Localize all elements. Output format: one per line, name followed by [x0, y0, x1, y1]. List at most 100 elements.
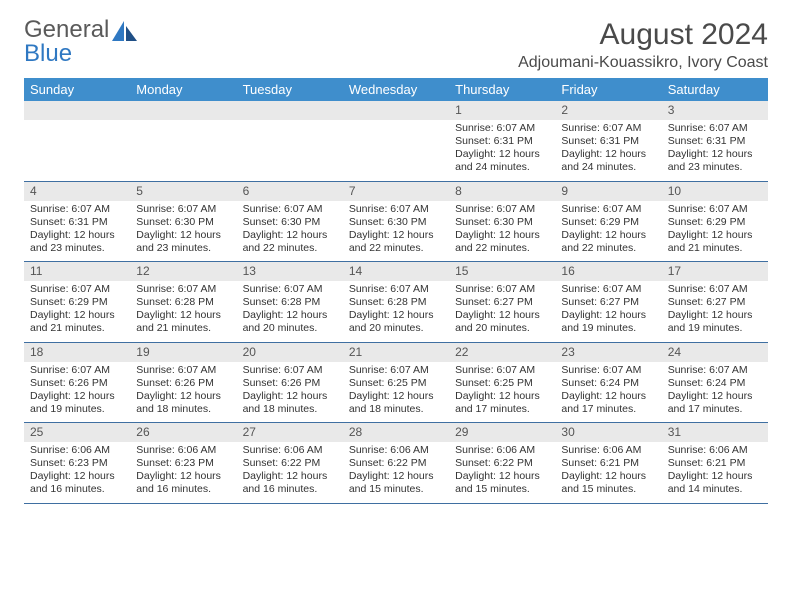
day-detail-line: Sunset: 6:27 PM	[561, 296, 655, 309]
day-detail: Sunrise: 6:07 AMSunset: 6:30 PMDaylight:…	[237, 201, 343, 262]
day-detail: Sunrise: 6:06 AMSunset: 6:22 PMDaylight:…	[343, 442, 449, 503]
logo-sail-icon	[111, 20, 139, 44]
weekday-header: Saturday	[662, 78, 768, 101]
day-detail: Sunrise: 6:07 AMSunset: 6:28 PMDaylight:…	[237, 281, 343, 342]
day-detail: Sunrise: 6:07 AMSunset: 6:29 PMDaylight:…	[662, 201, 768, 262]
day-number-row: 123	[24, 101, 768, 120]
day-detail-line: Sunset: 6:31 PM	[561, 135, 655, 148]
day-detail-line: Daylight: 12 hours and 23 minutes.	[668, 148, 762, 174]
day-detail-line: Sunset: 6:26 PM	[243, 377, 337, 390]
day-number: 27	[237, 423, 343, 443]
day-detail-line: Sunset: 6:21 PM	[561, 457, 655, 470]
day-detail: Sunrise: 6:07 AMSunset: 6:31 PMDaylight:…	[555, 120, 661, 181]
day-detail-line: Sunset: 6:30 PM	[349, 216, 443, 229]
day-number-row: 45678910	[24, 181, 768, 201]
day-number: 22	[449, 342, 555, 362]
day-detail: Sunrise: 6:07 AMSunset: 6:26 PMDaylight:…	[237, 362, 343, 423]
weekday-header: Sunday	[24, 78, 130, 101]
day-detail: Sunrise: 6:07 AMSunset: 6:27 PMDaylight:…	[662, 281, 768, 342]
day-detail-line: Daylight: 12 hours and 22 minutes.	[561, 229, 655, 255]
day-number: 25	[24, 423, 130, 443]
day-detail-line: Daylight: 12 hours and 21 minutes.	[30, 309, 124, 335]
day-detail: Sunrise: 6:07 AMSunset: 6:27 PMDaylight:…	[555, 281, 661, 342]
day-detail-line: Daylight: 12 hours and 24 minutes.	[561, 148, 655, 174]
day-detail-line: Sunrise: 6:07 AM	[243, 203, 337, 216]
day-number-row: 11121314151617	[24, 262, 768, 282]
day-number: 11	[24, 262, 130, 282]
day-detail-line: Daylight: 12 hours and 20 minutes.	[243, 309, 337, 335]
day-detail-line: Sunrise: 6:06 AM	[455, 444, 549, 457]
day-detail-line: Sunset: 6:28 PM	[243, 296, 337, 309]
day-detail-line: Daylight: 12 hours and 18 minutes.	[349, 390, 443, 416]
day-detail-line: Sunrise: 6:07 AM	[243, 283, 337, 296]
day-number: 16	[555, 262, 661, 282]
day-detail-line: Sunrise: 6:07 AM	[136, 203, 230, 216]
day-detail: Sunrise: 6:07 AMSunset: 6:30 PMDaylight:…	[130, 201, 236, 262]
day-detail-line: Sunrise: 6:07 AM	[561, 122, 655, 135]
weekday-header: Tuesday	[237, 78, 343, 101]
title-block: August 2024 Adjoumani-Kouassikro, Ivory …	[518, 18, 768, 72]
day-detail-line: Daylight: 12 hours and 21 minutes.	[668, 229, 762, 255]
day-detail-line: Sunset: 6:26 PM	[30, 377, 124, 390]
day-detail-line: Sunset: 6:23 PM	[136, 457, 230, 470]
day-number: 21	[343, 342, 449, 362]
day-detail-line: Daylight: 12 hours and 15 minutes.	[455, 470, 549, 496]
day-number: 1	[449, 101, 555, 120]
day-number: 15	[449, 262, 555, 282]
location: Adjoumani-Kouassikro, Ivory Coast	[518, 54, 768, 72]
day-detail-line: Sunrise: 6:06 AM	[349, 444, 443, 457]
day-detail-line: Sunset: 6:27 PM	[668, 296, 762, 309]
day-number: 8	[449, 181, 555, 201]
day-detail-line: Sunrise: 6:06 AM	[668, 444, 762, 457]
day-detail-line: Sunrise: 6:06 AM	[561, 444, 655, 457]
day-detail-line: Daylight: 12 hours and 16 minutes.	[30, 470, 124, 496]
day-detail-line: Daylight: 12 hours and 17 minutes.	[668, 390, 762, 416]
day-detail-line: Sunset: 6:22 PM	[455, 457, 549, 470]
day-detail-line: Daylight: 12 hours and 16 minutes.	[136, 470, 230, 496]
weekday-header: Friday	[555, 78, 661, 101]
month-title: August 2024	[518, 18, 768, 52]
day-detail-line: Daylight: 12 hours and 19 minutes.	[561, 309, 655, 335]
day-detail-line: Sunset: 6:31 PM	[30, 216, 124, 229]
day-detail-line: Daylight: 12 hours and 23 minutes.	[30, 229, 124, 255]
day-detail-line: Sunset: 6:29 PM	[561, 216, 655, 229]
day-detail-line: Sunrise: 6:06 AM	[243, 444, 337, 457]
day-detail-line: Sunrise: 6:07 AM	[455, 283, 549, 296]
day-detail-row: Sunrise: 6:07 AMSunset: 6:29 PMDaylight:…	[24, 281, 768, 342]
day-number	[130, 101, 236, 120]
header: General Blue August 2024 Adjoumani-Kouas…	[24, 18, 768, 72]
day-number: 14	[343, 262, 449, 282]
day-detail-line: Daylight: 12 hours and 17 minutes.	[561, 390, 655, 416]
day-number: 24	[662, 342, 768, 362]
day-detail-line: Daylight: 12 hours and 21 minutes.	[136, 309, 230, 335]
day-detail-line: Sunrise: 6:06 AM	[30, 444, 124, 457]
day-detail-line: Sunset: 6:25 PM	[455, 377, 549, 390]
day-number: 6	[237, 181, 343, 201]
day-number-row: 18192021222324	[24, 342, 768, 362]
day-detail-line: Sunset: 6:29 PM	[30, 296, 124, 309]
day-detail-line: Sunrise: 6:07 AM	[349, 283, 443, 296]
weekday-header-row: SundayMondayTuesdayWednesdayThursdayFrid…	[24, 78, 768, 101]
weekday-header: Monday	[130, 78, 236, 101]
day-detail-line: Sunset: 6:25 PM	[349, 377, 443, 390]
day-detail-line: Sunrise: 6:07 AM	[30, 364, 124, 377]
day-detail-line: Daylight: 12 hours and 15 minutes.	[349, 470, 443, 496]
day-detail-line: Sunset: 6:30 PM	[243, 216, 337, 229]
day-detail-line: Sunrise: 6:07 AM	[136, 364, 230, 377]
day-detail: Sunrise: 6:07 AMSunset: 6:28 PMDaylight:…	[343, 281, 449, 342]
day-detail-line: Sunrise: 6:07 AM	[455, 364, 549, 377]
day-detail: Sunrise: 6:07 AMSunset: 6:28 PMDaylight:…	[130, 281, 236, 342]
day-detail: Sunrise: 6:06 AMSunset: 6:21 PMDaylight:…	[662, 442, 768, 503]
day-detail-line: Daylight: 12 hours and 22 minutes.	[243, 229, 337, 255]
day-detail-line: Sunset: 6:22 PM	[243, 457, 337, 470]
day-detail-line: Sunset: 6:31 PM	[455, 135, 549, 148]
day-detail-row: Sunrise: 6:07 AMSunset: 6:31 PMDaylight:…	[24, 201, 768, 262]
day-detail: Sunrise: 6:07 AMSunset: 6:24 PMDaylight:…	[662, 362, 768, 423]
day-detail-line: Daylight: 12 hours and 15 minutes.	[561, 470, 655, 496]
day-number: 13	[237, 262, 343, 282]
day-number	[343, 101, 449, 120]
day-number: 23	[555, 342, 661, 362]
day-number: 5	[130, 181, 236, 201]
day-detail-line: Sunrise: 6:07 AM	[349, 203, 443, 216]
day-number: 9	[555, 181, 661, 201]
